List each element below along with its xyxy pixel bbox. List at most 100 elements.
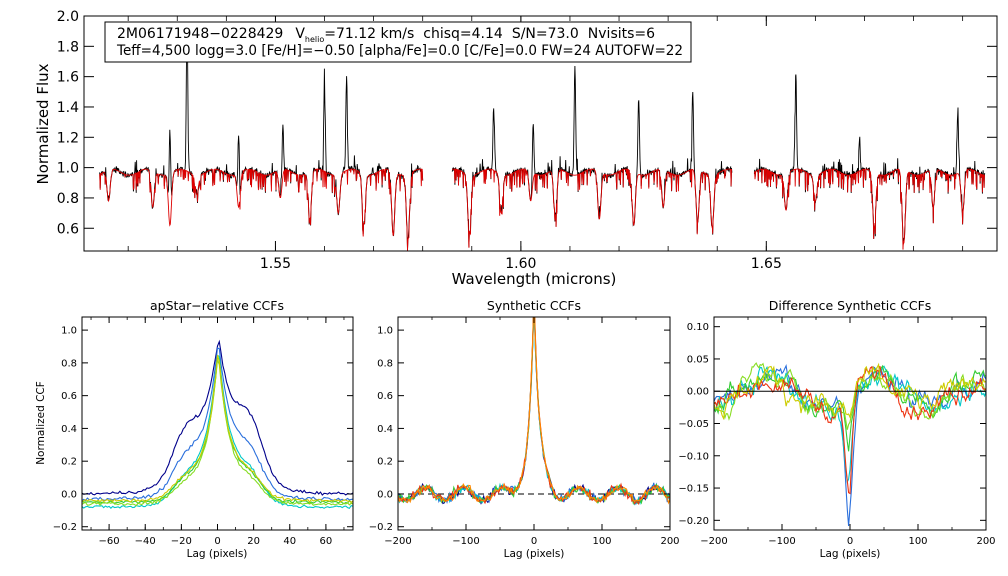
nvisits-value: Nvisits=6 — [588, 26, 655, 42]
apstar-ccf-visit-3 — [82, 354, 353, 509]
apstar_ccf-xtick-label: −40 — [135, 536, 156, 547]
spectrum-info-line-1: 2M06171948−0228429 Vhelio=71.12 km/s chisq… — [117, 26, 655, 44]
difference-ccf-x-axis-label: Lag (pixels) — [820, 548, 881, 560]
spectrum-ytick-label: 1.0 — [57, 161, 79, 177]
model-spectrum-chip-1 — [99, 168, 424, 251]
difference-ccf-visit-4 — [714, 362, 986, 430]
vhelio-prefix: V — [295, 26, 305, 42]
vhelio-value: =71.12 km/s — [324, 26, 414, 42]
observed-spectrum-chip-3 — [753, 74, 986, 250]
apstar-ccf-visit-2 — [82, 347, 353, 502]
spectrum-ytick-label: 0.8 — [57, 191, 79, 207]
difference_ccf-ytick-label: 0.00 — [687, 387, 709, 398]
apstar_ccf-ytick-label: 0.8 — [61, 358, 77, 369]
apstar_ccf-xtick-label: 40 — [283, 536, 296, 547]
spectrum-ytick-label: 1.8 — [57, 39, 79, 55]
synthetic-ccf-axes: −200 −100 0 100 200 −0.2 0.0 0.2 0.4 0.6 0.8 1.0 — [369, 317, 680, 547]
difference_ccf-ytick-label: −0.15 — [678, 484, 709, 495]
apstar_ccf-ytick-label: 1.0 — [61, 326, 77, 337]
apstar_ccf-ytick-label: 0.2 — [61, 457, 77, 468]
difference-ccf-axes: −200 −100 0 100 200 −0.20 −0.15 −0.10 −0.05 0.00 0… — [678, 317, 996, 547]
difference_ccf-ytick-label: 0.05 — [687, 354, 709, 365]
difference_ccf-ytick-label: −0.10 — [678, 451, 709, 462]
synthetic_ccf-xtick-label: 100 — [592, 536, 611, 547]
apstar_ccf-xtick-label: 20 — [247, 536, 260, 547]
spectrum-x-axis-label: Wavelength (microns) — [452, 270, 617, 288]
synthetic-ccf-visit-4 — [398, 317, 670, 506]
snr-value: S/N=73.0 — [512, 26, 579, 42]
apstar-ccf-visit-5 — [82, 359, 353, 507]
synthetic-ccf-visit-6 — [398, 317, 670, 505]
apstar-ccf-visit-4 — [82, 354, 353, 505]
apstar_ccf-ytick-label: 0.4 — [61, 424, 77, 435]
difference_ccf-xtick-label: 100 — [908, 536, 927, 547]
spectrum-ytick-label: 0.6 — [57, 221, 79, 237]
spectrum-xtick-label: 1.60 — [505, 256, 536, 272]
synthetic_ccf-ytick-label: 0.4 — [377, 424, 393, 435]
apstar-ccf-visit-1 — [82, 339, 353, 496]
synthetic_ccf-ytick-label: 0.0 — [377, 489, 393, 500]
chisq-value: chisq=4.14 — [423, 26, 503, 42]
difference-ccf-visit-6 — [714, 362, 986, 421]
spectrum-series-group — [99, 26, 986, 251]
spectrum-ytick-label: 1.4 — [57, 100, 79, 116]
difference_ccf-ytick-label: −0.20 — [678, 516, 709, 527]
synthetic-ccf-visit-3 — [398, 317, 670, 506]
difference-ccf-title: Difference Synthetic CCFs — [769, 298, 932, 313]
apstar_ccf-ytick-label: −0.2 — [53, 522, 77, 533]
apstar-ccf-axes: −60 −40 −20 0 20 40 60 −0.2 0.0 0.2 0.4 0.6 0.8 1.0 — [53, 317, 353, 547]
apstar_ccf-xtick-label: 0 — [214, 536, 220, 547]
synthetic_ccf-xtick-label: 0 — [531, 536, 537, 547]
synthetic-ccf-panel: Synthetic CCFs −200 −100 0 100 200 −0.2 0.0 0.2… — [369, 298, 680, 560]
difference_ccf-xtick-label: −100 — [768, 536, 795, 547]
spectrum-ytick-label: 1.6 — [57, 70, 79, 86]
synthetic-ccf-title: Synthetic CCFs — [487, 298, 581, 313]
synthetic-ccf-visit-2 — [398, 317, 670, 506]
apstar_ccf-ytick-label: 0.6 — [61, 391, 77, 402]
apstar-ccf-series-group — [82, 339, 353, 509]
spectrum-xtick-label: 1.65 — [751, 256, 782, 272]
apstar_ccf-xtick-label: 60 — [320, 536, 333, 547]
difference-ccf-panel: Difference Synthetic CCFs −200 −100 0 100 20… — [678, 298, 995, 560]
difference_ccf-xtick-label: 200 — [976, 536, 995, 547]
apstar_ccf-ytick-label: 0.0 — [61, 489, 77, 500]
synthetic_ccf-ytick-label: 0.2 — [377, 457, 393, 468]
stellar-parameters-line: Teff=4,500 logg=3.0 [Fe/H]=−0.50 [alpha/… — [116, 43, 683, 59]
apstar_ccf-xtick-label: −20 — [171, 536, 192, 547]
spectrum-info-box — [104, 21, 692, 63]
spectrum-panel: 1.55 1.60 1.65 0.6 0.8 1.0 1.2 1.4 1.6 1.8 2.0 2M0… — [34, 9, 998, 288]
apstar-ccf-y-axis-label: Normalized CCF — [35, 381, 47, 465]
synthetic_ccf-xtick-label: −200 — [384, 536, 411, 547]
apstar-ccf-title: apStar−relative CCFs — [150, 298, 284, 313]
difference-ccf-visit-5 — [714, 365, 986, 495]
synthetic_ccf-xtick-label: −100 — [452, 536, 479, 547]
synthetic-ccf-series-group — [398, 317, 670, 506]
model-spectrum-chip-2 — [451, 168, 733, 248]
difference_ccf-xtick-label: 0 — [847, 536, 853, 547]
spectrum-y-axis-label: Normalized Flux — [34, 63, 52, 184]
apstar-ccf-visit-6 — [82, 354, 353, 504]
synthetic-ccf-visit-5 — [398, 317, 670, 506]
difference_ccf-xtick-label: −200 — [700, 536, 727, 547]
observed-spectrum-chip-2 — [451, 65, 733, 248]
synthetic_ccf-ytick-label: 0.8 — [377, 358, 393, 369]
difference_ccf-ytick-label: −0.05 — [678, 419, 709, 430]
synthetic_ccf-ytick-label: 0.6 — [377, 391, 393, 402]
vhelio-subscript: helio — [305, 35, 324, 44]
apstar_ccf-xtick-label: −60 — [99, 536, 120, 547]
synthetic_ccf-ytick-label: 1.0 — [377, 326, 393, 337]
spectrum-xtick-label: 1.55 — [260, 256, 291, 272]
synthetic-ccf-visit-1 — [398, 317, 670, 505]
spectrum-ytick-label: 2.0 — [57, 9, 79, 25]
synthetic_ccf-ytick-label: −0.2 — [369, 522, 393, 533]
apstar-ccf-x-axis-label: Lag (pixels) — [187, 548, 248, 560]
spectrum-ytick-label: 1.2 — [57, 130, 79, 146]
difference-ccf-plot-frame — [713, 316, 987, 531]
difference-ccf-series-group — [714, 362, 986, 527]
synthetic-ccf-x-axis-label: Lag (pixels) — [504, 548, 565, 560]
model-spectrum-chip-3 — [753, 168, 985, 250]
apstar-ccf-panel: apStar−relative CCFs −60 −40 −20 0 20 40 60 −0.… — [35, 298, 354, 560]
difference_ccf-ytick-label: 0.10 — [687, 322, 709, 333]
synthetic_ccf-xtick-label: 200 — [660, 536, 679, 547]
